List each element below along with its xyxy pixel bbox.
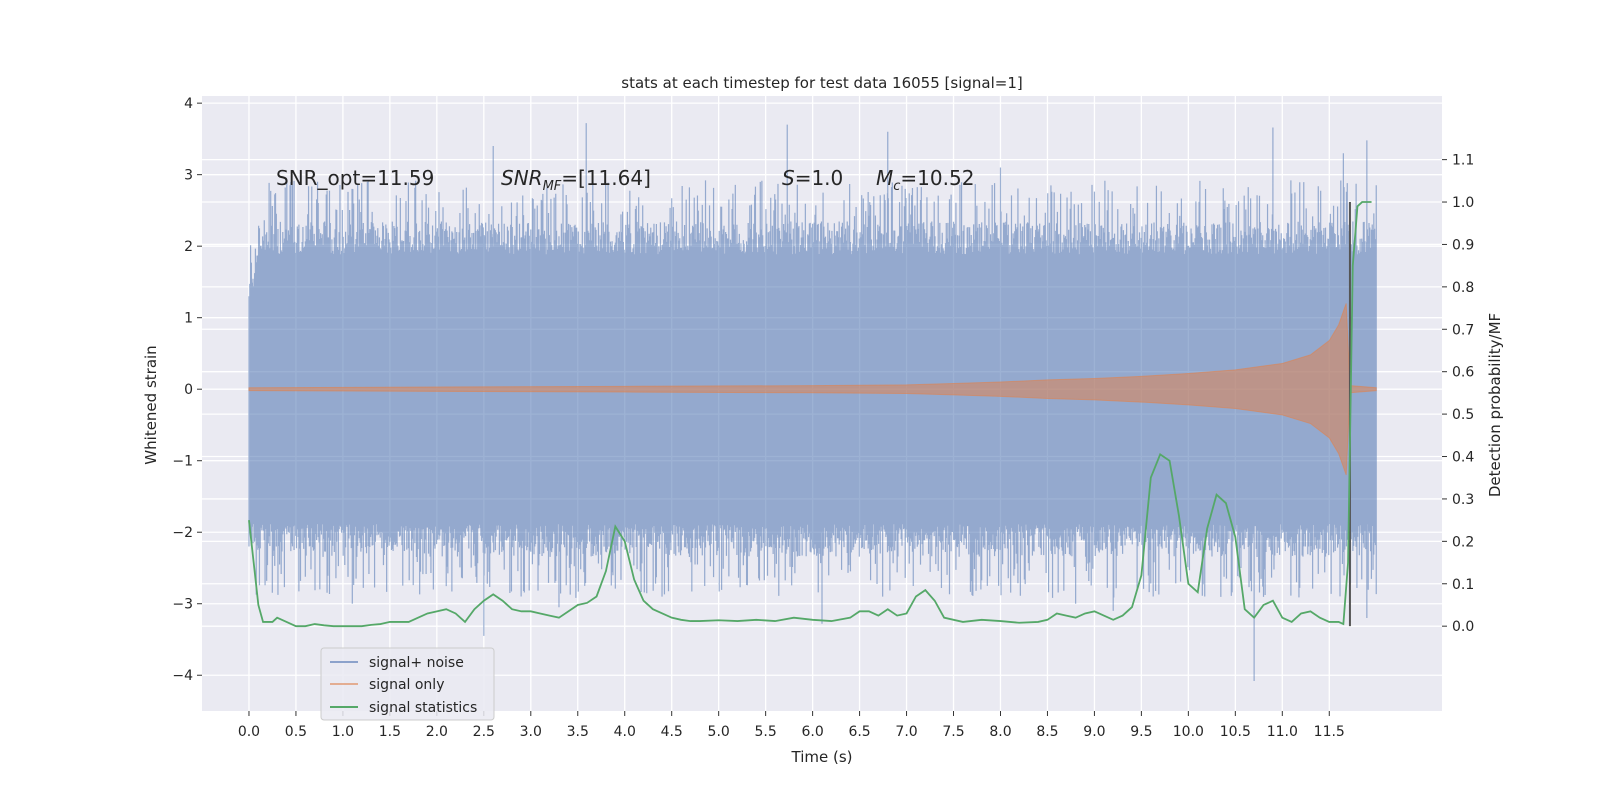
annotation-c-subscript: c xyxy=(893,179,900,194)
x-tick-label: 7.0 xyxy=(895,724,917,740)
y-tick-label: −2 xyxy=(172,525,193,541)
legend: signal+ noise signal only signal statist… xyxy=(320,647,495,721)
x-tick-label: 0.0 xyxy=(238,724,260,740)
tick-layer: 0.0 0.5 1.0 1.5 2.0 2.5 3.0 3.5 4.0 4.5 5.0 5.5 6.0 6… xyxy=(172,96,1474,740)
x-tick-label: 11.5 xyxy=(1314,724,1345,740)
x-tick-label: 3.5 xyxy=(567,724,589,740)
x-tick-label: 3.0 xyxy=(520,724,542,740)
x-tick-label: 6.0 xyxy=(801,724,823,740)
x-tick-label: 0.5 xyxy=(285,724,307,740)
y-tick-label: 0 xyxy=(184,382,193,398)
y-tick-label: 4 xyxy=(184,96,193,112)
y-right-tick-label: 0.0 xyxy=(1452,619,1474,635)
x-tick-label: 2.5 xyxy=(473,724,495,740)
y-right-tick-label: 0.7 xyxy=(1452,322,1474,338)
legend-label-signal-statistics: signal statistics xyxy=(369,700,477,716)
x-tick-label: 9.0 xyxy=(1083,724,1105,740)
legend-label-signal-only: signal only xyxy=(369,677,444,693)
y-tick-label: 3 xyxy=(184,168,193,184)
y-right-tick-label: 0.3 xyxy=(1452,492,1474,508)
y-right-tick-label: 0.6 xyxy=(1452,365,1474,381)
annotation-snr-opt: SNR_opt=11.59 xyxy=(276,166,434,190)
annotation-s: S=1.0 xyxy=(782,166,843,190)
y-tick-label: 1 xyxy=(184,311,193,327)
annotation-snr-mf: SNRMF=[11.64] xyxy=(501,166,651,194)
x-tick-label: 8.5 xyxy=(1036,724,1058,740)
y-tick-label: −4 xyxy=(172,668,193,684)
x-tick-label: 10.0 xyxy=(1173,724,1204,740)
y-right-tick-label: 0.2 xyxy=(1452,534,1474,550)
y-right-tick-label: 1.0 xyxy=(1452,195,1474,211)
x-tick-label: 11.0 xyxy=(1267,724,1298,740)
x-tick-label: 7.5 xyxy=(942,724,964,740)
x-tick-label: 5.0 xyxy=(708,724,730,740)
legend-frame xyxy=(320,647,495,721)
y-right-tick-label: 1.1 xyxy=(1452,153,1474,169)
series-layer xyxy=(248,123,1377,681)
y-right-tick-label: 0.8 xyxy=(1452,280,1474,296)
legend-label-signal-noise: signal+ noise xyxy=(369,655,464,671)
y-right-tick-label: 0.4 xyxy=(1452,450,1474,466)
x-tick-label: 1.5 xyxy=(379,724,401,740)
y-tick-label: −1 xyxy=(172,454,193,470)
y-tick-label: −3 xyxy=(172,597,193,613)
x-axis-label: Time (s) xyxy=(791,748,853,766)
annotation-mc: Mc=10.52 xyxy=(876,166,974,194)
y-right-tick-label: 0.1 xyxy=(1452,577,1474,593)
chart-title: stats at each timestep for test data 160… xyxy=(621,74,1022,92)
y-right-tick-label: 0.5 xyxy=(1452,407,1474,423)
annotation-mf-subscript: MF xyxy=(543,179,562,194)
annotation-s-symbol: S xyxy=(782,166,795,190)
annotation-snr-mf-value: =[11.64] xyxy=(561,166,651,190)
annotation-m-symbol: M xyxy=(876,166,893,190)
annotation-mc-value: =10.52 xyxy=(900,166,974,190)
series-signal-only xyxy=(248,303,1377,476)
annotation-snr-symbol: SNR xyxy=(501,166,543,190)
annotation-s-value: =1.0 xyxy=(795,166,844,190)
x-tick-label: 1.0 xyxy=(332,724,354,740)
y-tick-label: 2 xyxy=(184,239,193,255)
x-tick-label: 2.0 xyxy=(426,724,448,740)
x-tick-label: 4.5 xyxy=(661,724,683,740)
x-tick-label: 5.5 xyxy=(755,724,777,740)
x-tick-label: 8.0 xyxy=(989,724,1011,740)
x-tick-label: 6.5 xyxy=(848,724,870,740)
x-tick-label: 9.5 xyxy=(1130,724,1152,740)
x-tick-label: 10.5 xyxy=(1220,724,1251,740)
annotations: SNR_opt=11.59 SNRMF=[11.64] S=1.0 Mc=10.… xyxy=(276,166,974,194)
y-right-tick-label: 0.9 xyxy=(1452,237,1474,253)
x-tick-label: 4.0 xyxy=(614,724,636,740)
y-axis-label: Whitened strain xyxy=(142,345,160,464)
series-signal-statistics xyxy=(248,201,1372,628)
y-right-axis-label: Detection probability/MF xyxy=(1486,313,1504,497)
